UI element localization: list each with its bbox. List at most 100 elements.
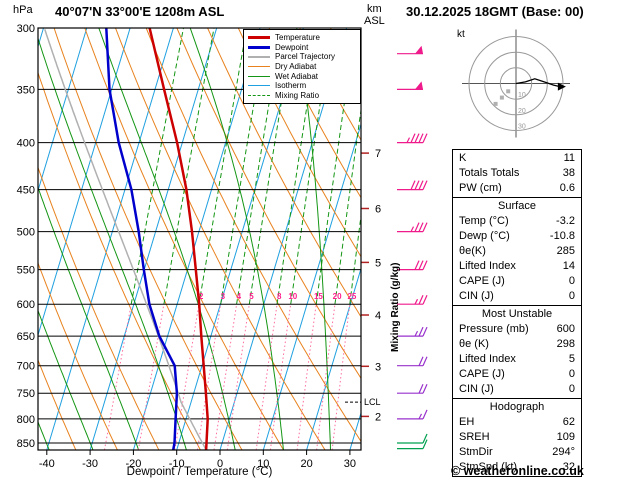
legend-row: Parcel Trajectory	[248, 52, 356, 62]
legend-row: Temperature	[248, 33, 356, 43]
svg-text:650: 650	[17, 331, 35, 343]
svg-text:-10: -10	[169, 458, 185, 470]
stat-label: Dewp (°C)	[459, 230, 510, 242]
stat-value: 11	[563, 152, 575, 164]
wet-adiabat-lines	[38, 28, 331, 450]
stat-row: Lifted Index 14	[453, 259, 581, 274]
stat-value: -3.2	[556, 215, 575, 227]
svg-text:4: 4	[375, 310, 381, 322]
svg-text:300: 300	[17, 23, 35, 35]
stat-label: PW (cm)	[459, 182, 502, 194]
stat-label: CAPE (J)	[459, 368, 505, 380]
lcl-label: LCL	[364, 397, 381, 407]
stat-value: 0	[568, 275, 575, 287]
stat-label: StmDir	[459, 446, 493, 458]
stat-row: Lifted Index 5	[453, 352, 581, 367]
legend-label: Temperature	[275, 33, 320, 43]
svg-text:4: 4	[237, 292, 242, 301]
svg-text:-30: -30	[82, 458, 98, 470]
svg-text:20: 20	[300, 458, 312, 470]
km-axis-unit-bottom: ASL	[364, 15, 385, 27]
stat-label: Pressure (mb)	[459, 323, 529, 335]
svg-text:350: 350	[17, 84, 35, 96]
stat-row: SREH 109	[453, 430, 581, 445]
datetime-title: 30.12.2025 18GMT (Base: 00)	[406, 4, 584, 19]
legend-row: Dewpoint	[248, 43, 356, 53]
svg-text:7: 7	[375, 148, 381, 160]
hodograph-trace	[515, 78, 561, 88]
mixing-ratio-labels: 2 3 4 5 8 10 15 20 25	[199, 292, 357, 301]
hodograph-ring-label: 30	[518, 124, 526, 131]
stat-row: Dewp (°C) -10.8	[453, 229, 581, 244]
legend-line-sample	[248, 36, 270, 40]
pressure-tick-labels: 300 350 400 450 500 550 600 650 700 750 800 850	[17, 23, 35, 450]
stat-row: Temp (°C) -3.2	[453, 214, 581, 229]
stats-box: Hodograph EH 62 SREH 109 StmDir 294° StmSpd (kt…	[452, 398, 582, 477]
stats-panel: K 11 Totals Totals 38 PW (cm) 0.6 Surface Temp …	[452, 149, 582, 477]
footer-copyright: © weatheronline.co.uk	[451, 464, 584, 478]
stat-label: CIN (J)	[459, 290, 494, 302]
hodograph-height-marker	[499, 95, 504, 100]
stat-label: Temp (°C)	[459, 215, 509, 227]
legend-row: Mixing Ratio	[248, 91, 356, 101]
stat-value: 0.6	[559, 182, 575, 194]
stat-label: K	[459, 152, 467, 164]
stat-label: CIN (J)	[459, 383, 494, 395]
stat-value: 0	[568, 290, 575, 302]
stats-box: K 11 Totals Totals 38 PW (cm) 0.6	[452, 149, 582, 198]
stat-label: SREH	[459, 431, 490, 443]
stat-label: CAPE (J)	[459, 275, 505, 287]
svg-text:5: 5	[375, 257, 381, 269]
stat-value: 32	[562, 461, 575, 473]
svg-text:400: 400	[17, 138, 35, 150]
svg-text:15: 15	[314, 292, 323, 301]
svg-text:550: 550	[17, 265, 35, 277]
hodograph-unit-label: kt	[457, 29, 465, 40]
svg-text:800: 800	[17, 414, 35, 426]
stat-label: Lifted Index	[459, 260, 516, 272]
stats-box-title: Surface	[498, 200, 536, 212]
svg-text:2: 2	[199, 292, 204, 301]
legend-row: Wet Adiabat	[248, 71, 356, 81]
svg-text:850: 850	[17, 438, 35, 450]
svg-text:10: 10	[288, 292, 297, 301]
legend-line-sample	[248, 45, 270, 49]
svg-text:2: 2	[375, 411, 381, 423]
hodograph-ring	[499, 67, 533, 100]
svg-text:30: 30	[344, 458, 356, 470]
legend-line-sample	[248, 55, 270, 58]
svg-text:0: 0	[217, 458, 223, 470]
legend-line-sample	[248, 75, 270, 77]
legend-label: Dewpoint	[275, 42, 309, 52]
stats-box-title: Most Unstable	[481, 308, 553, 320]
stats-box: Most Unstable Pressure (mb) 600 θe (K) 298 Li…	[452, 305, 582, 399]
svg-text:450: 450	[17, 185, 35, 197]
stats-box: Surface Temp (°C) -3.2 Dewp (°C) -10.8 θe(K) 2…	[452, 197, 582, 306]
legend-line-sample	[248, 85, 270, 87]
hodograph-ring-label: 20	[518, 108, 526, 115]
legend-label: Mixing Ratio	[275, 90, 320, 100]
svg-text:5: 5	[249, 292, 254, 301]
hodograph: 10 20 30	[462, 29, 570, 138]
stat-row: CIN (J) 0	[453, 289, 581, 304]
svg-text:-40: -40	[39, 458, 55, 470]
stat-label: EH	[459, 416, 475, 428]
stat-value: 109	[556, 431, 575, 443]
sounding-curves	[44, 28, 209, 450]
legend-label: Wet Adiabat	[275, 71, 318, 81]
stat-value: 0	[568, 368, 575, 380]
wind-barbs	[397, 45, 428, 450]
station-title: 40°07'N 33°00'E 1208m ASL	[55, 4, 225, 19]
mixing-ratio-axis-label: Mixing Ratio (g/kg)	[390, 262, 401, 352]
hodograph-height-marker	[506, 89, 511, 94]
hodograph-ring-label: 10	[518, 92, 526, 99]
legend-label: Parcel Trajectory	[275, 52, 336, 62]
temp-axis-ticks: -40 -30 -20 -10 0 10 20 30	[39, 450, 356, 470]
stat-value: 298	[556, 338, 575, 350]
stat-row: θe (K) 298	[453, 337, 581, 352]
svg-text:10: 10	[257, 458, 269, 470]
stat-label: θe (K)	[459, 338, 489, 350]
stat-label: StmSpd (kt)	[459, 461, 518, 473]
stat-value: 600	[556, 323, 575, 335]
